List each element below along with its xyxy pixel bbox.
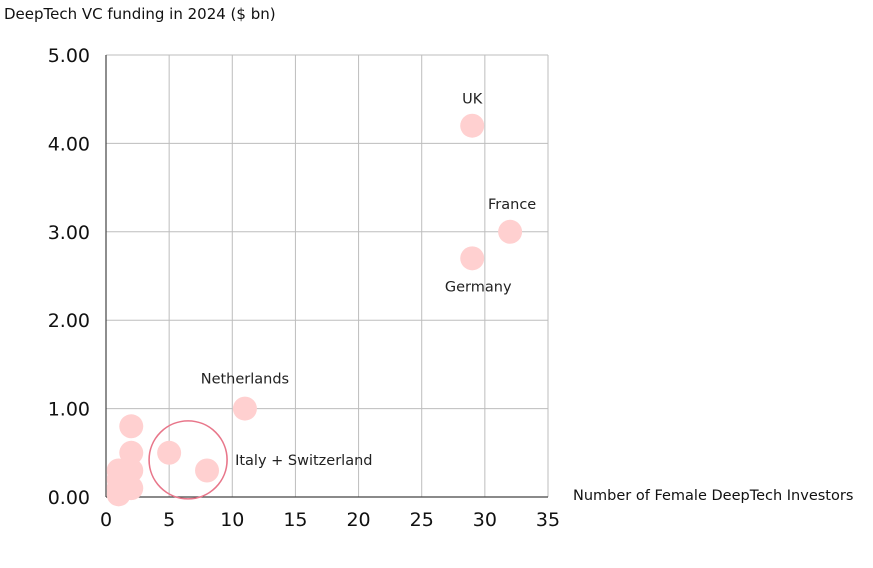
x-tick-label: 25 — [410, 509, 434, 531]
x-tick-label: 0 — [100, 509, 112, 531]
scatter-point — [232, 396, 257, 421]
annotation-label: Netherlands — [201, 372, 289, 388]
x-tick-label: 30 — [473, 509, 497, 531]
scatter-point — [460, 113, 485, 138]
scatter-point — [460, 246, 485, 271]
scatter-point — [106, 482, 131, 507]
y-tick-label: 0.00 — [48, 487, 90, 509]
y-tick-label: 3.00 — [48, 222, 90, 244]
annotation-label: France — [488, 197, 536, 213]
grid-lines — [105, 54, 549, 498]
annotation-label: Italy + Switzerland — [235, 453, 372, 469]
x-tick-label: 35 — [536, 509, 560, 531]
axes — [105, 55, 548, 498]
x-tick-label: 5 — [163, 509, 175, 531]
scatter-point — [157, 440, 182, 465]
y-tick-label: 1.00 — [48, 399, 90, 421]
scatter-point — [498, 219, 523, 244]
scatter-point — [119, 440, 144, 465]
x-tick-label: 10 — [220, 509, 244, 531]
tick-labels: 0 5 10 15 20 25 30 35 0.00 1.00 2.00 3.00 4.00 5.00 — [48, 45, 560, 531]
annotation-label: Germany — [445, 279, 512, 295]
scatter-point — [195, 458, 220, 483]
y-tick-label: 5.00 — [48, 45, 90, 67]
x-tick-label: 15 — [283, 509, 307, 531]
x-tick-label: 20 — [346, 509, 370, 531]
y-axis-title: DeepTech VC funding in 2024 ($ bn) — [4, 5, 276, 23]
scatter-point — [119, 414, 144, 439]
y-tick-label: 4.00 — [48, 133, 90, 155]
data-points — [106, 113, 523, 507]
annotations: UK France Germany Netherlands Italy + Switze… — [201, 92, 537, 469]
highlight-ring — [148, 420, 228, 500]
y-tick-label: 2.00 — [48, 310, 90, 332]
x-axis-title: Number of Female DeepTech Investors — [573, 488, 854, 504]
annotation-label: UK — [462, 92, 483, 108]
